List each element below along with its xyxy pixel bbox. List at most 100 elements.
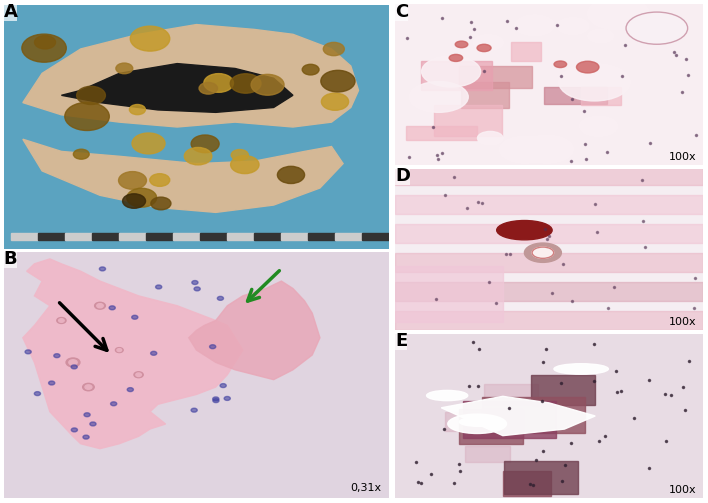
Circle shape: [127, 188, 156, 207]
Circle shape: [149, 174, 170, 186]
Circle shape: [127, 388, 133, 391]
Circle shape: [580, 116, 617, 136]
Circle shape: [588, 29, 614, 43]
Circle shape: [54, 354, 60, 358]
Circle shape: [191, 408, 198, 412]
Circle shape: [554, 61, 566, 67]
Circle shape: [69, 360, 77, 365]
Circle shape: [557, 18, 589, 34]
Circle shape: [109, 306, 115, 310]
Circle shape: [117, 349, 122, 352]
Circle shape: [192, 281, 198, 285]
Circle shape: [210, 345, 216, 349]
Text: B: B: [4, 250, 17, 269]
Circle shape: [151, 351, 156, 355]
Bar: [362, 233, 389, 240]
Bar: [406, 126, 477, 140]
Bar: [281, 233, 309, 240]
Circle shape: [576, 61, 599, 73]
Circle shape: [136, 373, 142, 377]
Circle shape: [115, 348, 123, 353]
Circle shape: [559, 64, 630, 101]
Circle shape: [251, 74, 284, 95]
Text: E: E: [395, 332, 407, 350]
Circle shape: [97, 304, 103, 308]
Circle shape: [35, 36, 55, 49]
Circle shape: [588, 0, 649, 30]
Bar: [395, 224, 703, 243]
Bar: [460, 81, 509, 108]
Circle shape: [151, 197, 171, 210]
Circle shape: [231, 155, 259, 174]
Circle shape: [49, 381, 55, 385]
Bar: [445, 412, 478, 431]
Circle shape: [217, 296, 224, 300]
Circle shape: [525, 243, 561, 263]
Circle shape: [156, 285, 161, 289]
Circle shape: [83, 383, 94, 391]
Bar: [421, 61, 491, 90]
Circle shape: [520, 135, 573, 163]
Circle shape: [25, 350, 31, 354]
Polygon shape: [23, 259, 243, 449]
Circle shape: [324, 42, 344, 56]
Circle shape: [122, 194, 146, 208]
Circle shape: [116, 63, 132, 74]
Circle shape: [213, 399, 219, 402]
Circle shape: [302, 64, 319, 75]
Circle shape: [134, 372, 143, 378]
Bar: [92, 233, 120, 240]
Text: 100x: 100x: [669, 152, 697, 162]
Circle shape: [130, 105, 145, 115]
Text: A: A: [4, 3, 18, 21]
Ellipse shape: [459, 417, 496, 426]
Circle shape: [321, 93, 348, 110]
Circle shape: [474, 35, 503, 50]
Circle shape: [232, 149, 249, 160]
Bar: [465, 446, 510, 462]
Bar: [336, 233, 362, 240]
Polygon shape: [441, 396, 595, 436]
Bar: [395, 195, 703, 214]
Bar: [395, 253, 703, 272]
Circle shape: [66, 358, 80, 367]
Circle shape: [204, 73, 234, 93]
Circle shape: [95, 302, 105, 309]
Bar: [254, 233, 281, 240]
Bar: [120, 233, 147, 240]
Circle shape: [194, 287, 200, 291]
Bar: [395, 166, 703, 185]
Bar: [395, 311, 703, 330]
Circle shape: [224, 396, 230, 400]
Polygon shape: [62, 63, 293, 112]
Circle shape: [110, 402, 117, 406]
Circle shape: [421, 56, 481, 87]
Bar: [510, 42, 542, 61]
Bar: [147, 233, 173, 240]
Circle shape: [59, 319, 64, 322]
Circle shape: [230, 74, 261, 93]
Text: 100x: 100x: [669, 317, 697, 327]
Circle shape: [191, 135, 219, 153]
Bar: [395, 266, 503, 322]
Circle shape: [71, 365, 77, 369]
Bar: [434, 105, 502, 136]
Text: 0,31x: 0,31x: [350, 483, 382, 493]
Bar: [200, 233, 227, 240]
Circle shape: [278, 166, 304, 184]
Circle shape: [72, 428, 77, 432]
Circle shape: [22, 34, 67, 62]
Circle shape: [455, 41, 468, 48]
Circle shape: [321, 70, 355, 92]
Bar: [459, 66, 532, 88]
Polygon shape: [23, 25, 358, 127]
Circle shape: [449, 54, 462, 61]
Bar: [544, 88, 607, 104]
Bar: [227, 233, 254, 240]
Ellipse shape: [497, 220, 552, 240]
Bar: [395, 282, 703, 301]
Text: C: C: [395, 3, 409, 21]
Circle shape: [118, 172, 147, 189]
Circle shape: [184, 147, 212, 165]
Polygon shape: [23, 139, 343, 212]
